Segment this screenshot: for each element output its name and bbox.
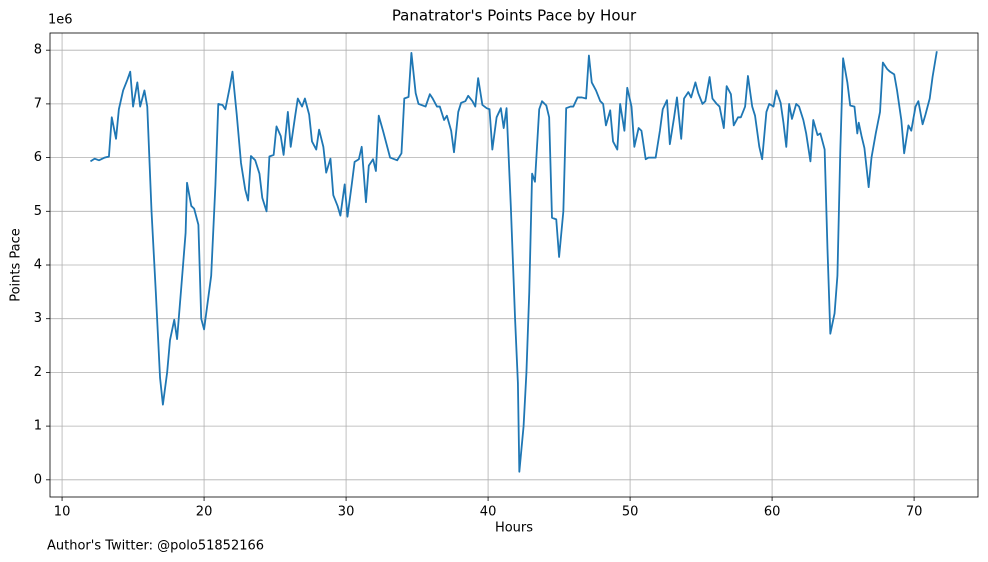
x-tick-label: 60	[764, 505, 781, 520]
x-tick-label: 50	[622, 505, 639, 520]
y-tick-label: 0	[34, 472, 42, 487]
y-tick-label: 7	[34, 96, 42, 111]
y-tick-label: 3	[34, 311, 42, 326]
data-line	[89, 51, 938, 473]
x-axis-label: Hours	[495, 521, 533, 536]
chart-title: Panatrator's Points Pace by Hour	[392, 7, 637, 25]
y-tick-label: 6	[34, 150, 42, 165]
axis-offset-label: 1e6	[48, 13, 73, 28]
footnote: Author's Twitter: @polo51852166	[47, 539, 264, 554]
x-tick-label: 10	[54, 505, 71, 520]
y-tick-label: 1	[34, 419, 42, 434]
y-tick-label: 4	[34, 258, 42, 273]
y-tick-label: 5	[34, 204, 42, 219]
x-tick-label: 30	[338, 505, 355, 520]
y-tick-label: 2	[34, 365, 42, 380]
x-tick-label: 70	[906, 505, 923, 520]
y-tick-label: 8	[34, 43, 42, 58]
x-tick-label: 40	[480, 505, 497, 520]
x-tick-label: 20	[196, 505, 213, 520]
y-axis-label: Points Pace	[9, 228, 24, 302]
plot-frame	[49, 32, 979, 498]
